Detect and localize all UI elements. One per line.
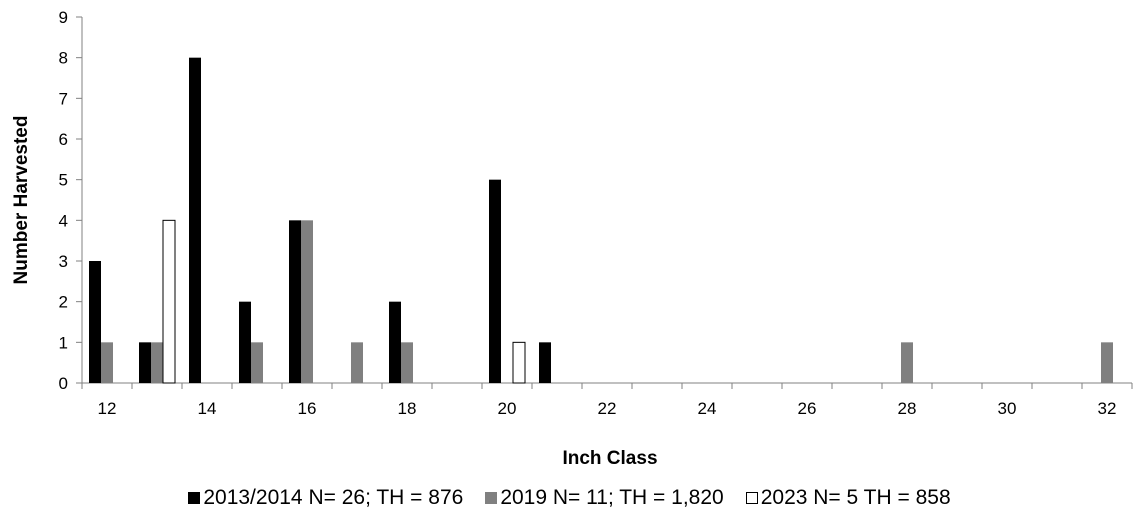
y-tick-label: 4 xyxy=(59,211,68,230)
y-tick-label: 0 xyxy=(59,374,68,393)
legend-swatch xyxy=(745,492,758,504)
legend: 2013/2014 N= 26; TH = 876 2019 N= 11; TH … xyxy=(0,486,1139,510)
bar-2013-2014-20 xyxy=(489,179,501,383)
bar-2019-16 xyxy=(301,220,313,383)
bar-2019-28 xyxy=(901,342,913,383)
x-tick-label: 28 xyxy=(898,399,917,418)
y-tick-label: 6 xyxy=(59,130,68,149)
bar-2019-15 xyxy=(251,342,263,383)
x-axis: 12 14 16 18 20 22 24 26 28 30 32 xyxy=(81,382,1133,418)
legend-label: 2013/2014 N= 26; TH = 876 xyxy=(203,486,464,509)
y-tick-label: 1 xyxy=(59,333,68,352)
bars xyxy=(89,57,1113,384)
bar-2019-12 xyxy=(101,342,113,383)
y-axis: 0 1 2 3 4 5 6 7 8 9 xyxy=(59,8,83,393)
y-tick-label: 8 xyxy=(59,49,68,68)
y-axis-title: Number Harvested xyxy=(11,116,32,285)
y-tick-label: 2 xyxy=(59,293,68,312)
y-tick-label: 9 xyxy=(59,8,68,27)
y-tick-label: 3 xyxy=(59,252,68,271)
bar-2019-32 xyxy=(1101,342,1113,383)
bar-2019-18 xyxy=(401,342,413,383)
x-tick-label: 22 xyxy=(598,399,617,418)
bar-2013-2014-12 xyxy=(89,261,101,383)
bar-2013-2014-15 xyxy=(239,301,251,383)
y-tick-label: 7 xyxy=(59,89,68,108)
x-tick-label: 20 xyxy=(498,399,517,418)
legend-label: 2019 N= 11; TH = 1,820 xyxy=(500,486,724,509)
x-tick-label: 30 xyxy=(998,399,1017,418)
x-tick-label: 14 xyxy=(198,399,217,418)
x-tick-label: 32 xyxy=(1098,399,1117,418)
bar-2023-13 xyxy=(162,219,176,384)
x-tick-label: 18 xyxy=(398,399,417,418)
legend-item: 2019 N= 11; TH = 1,820 xyxy=(485,486,724,510)
bar-2019-17 xyxy=(351,342,363,383)
bar-2013-2014-21 xyxy=(539,342,551,383)
bar-2023-20 xyxy=(512,341,526,384)
bar-2013-2014-16 xyxy=(289,220,301,383)
bar-2013-2014-18 xyxy=(389,301,401,383)
legend-swatch xyxy=(188,492,201,504)
x-axis-title: Inch Class xyxy=(562,448,657,469)
bar-2013-2014-14 xyxy=(189,57,201,384)
bar-2013-2014-13 xyxy=(139,342,151,383)
legend-item: 2013/2014 N= 26; TH = 876 xyxy=(188,486,463,510)
x-tick-label: 24 xyxy=(698,399,717,418)
x-tick-label: 26 xyxy=(798,399,817,418)
legend-label: 2023 N= 5 TH = 858 xyxy=(760,486,951,509)
legend-swatch xyxy=(485,492,498,504)
bar-2019-13 xyxy=(151,342,163,383)
x-tick-label: 16 xyxy=(298,399,317,418)
y-tick-label: 5 xyxy=(59,171,68,190)
legend-item: 2023 N= 5 TH = 858 xyxy=(745,486,951,510)
x-tick-label: 12 xyxy=(98,399,117,418)
